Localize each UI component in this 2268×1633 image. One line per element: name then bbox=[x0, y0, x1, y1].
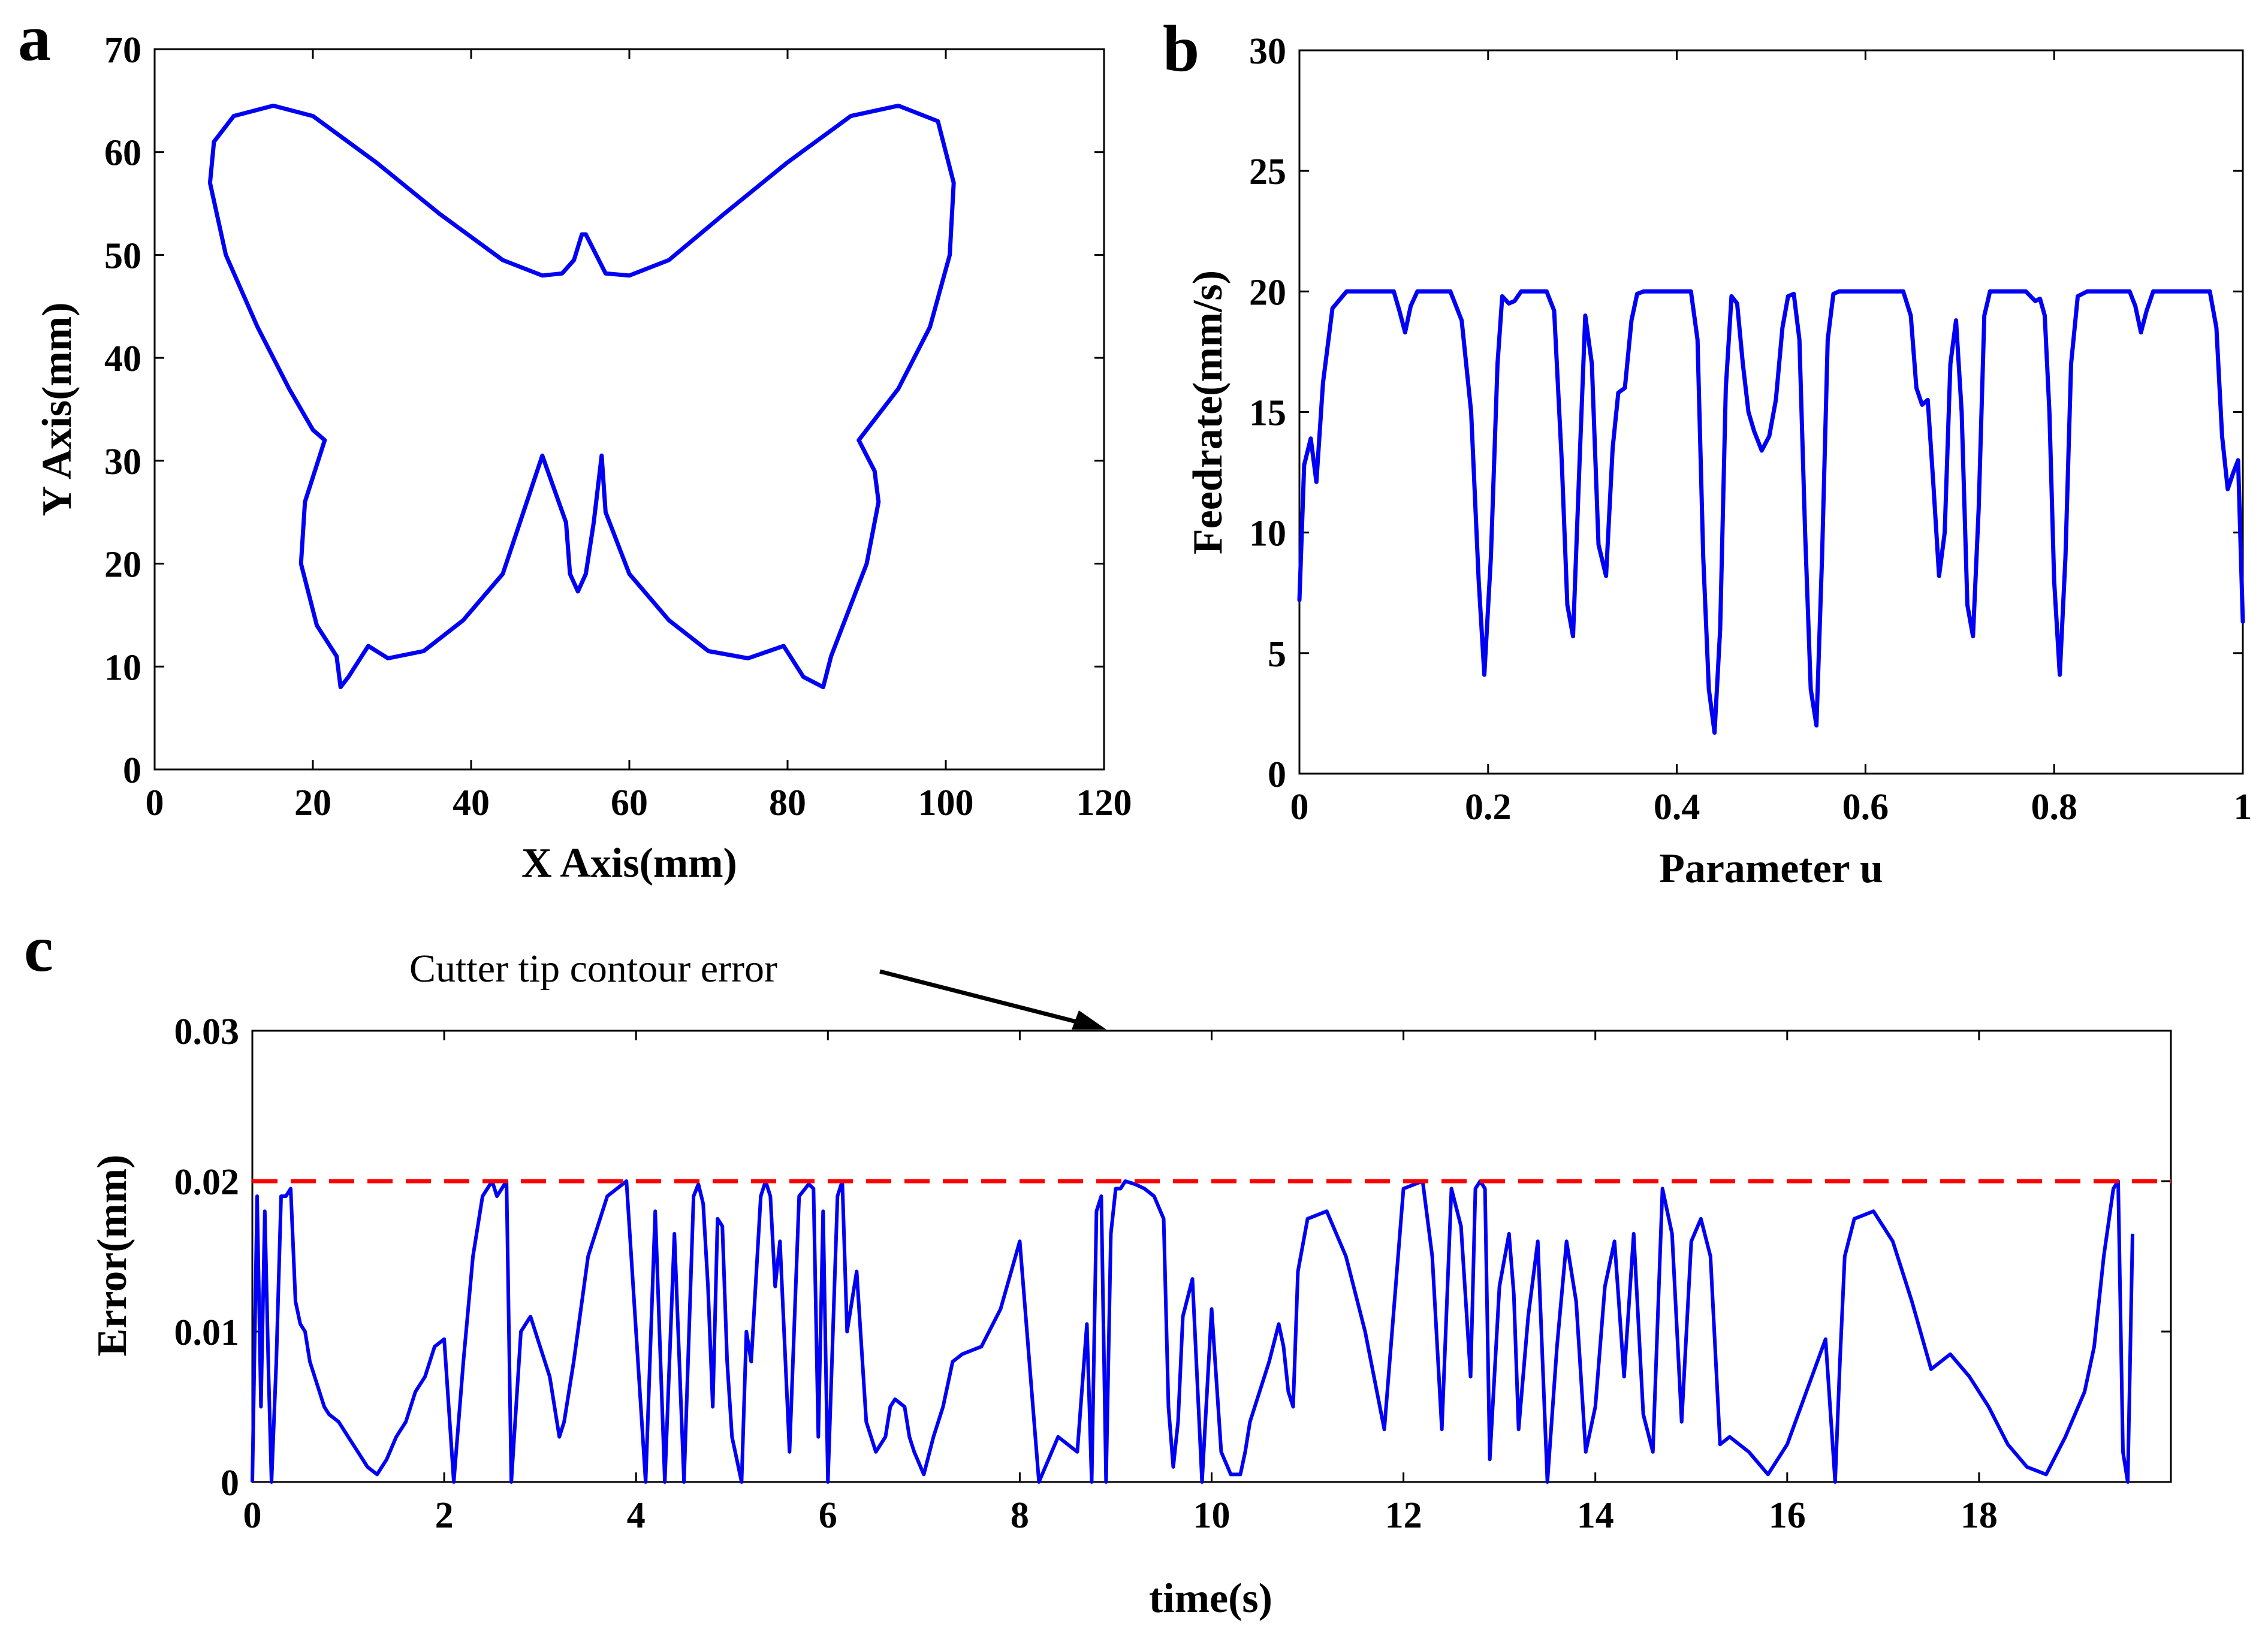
panel-a-ticks bbox=[153, 48, 1105, 771]
panel-a-y-axis-title: Y Axis(mm) bbox=[34, 302, 80, 516]
panel-b-x-axis-title: Parameter u bbox=[1659, 846, 1883, 892]
c-y-tick-label: 0.03 bbox=[174, 1012, 240, 1052]
c-x-tick-label: 6 bbox=[819, 1495, 837, 1536]
a-y-tick-label: 30 bbox=[104, 442, 141, 482]
c-y-tick-label: 0 bbox=[221, 1463, 239, 1504]
b-y-tick-label: 5 bbox=[1268, 634, 1286, 675]
a-x-tick-label: 80 bbox=[769, 783, 806, 823]
a-x-tick-label: 0 bbox=[146, 783, 164, 823]
panel-a-toolpath-line bbox=[207, 103, 956, 690]
panel-c-x-axis-title: time(s) bbox=[1149, 1575, 1272, 1622]
panel-a-x-axis-title: X Axis(mm) bbox=[521, 840, 737, 886]
c-y-tick-label: 0.02 bbox=[174, 1162, 240, 1203]
b-x-tick-label: 0.6 bbox=[1842, 787, 1889, 828]
b-x-tick-label: 1 bbox=[2234, 787, 2252, 828]
a-x-tick-label: 120 bbox=[1076, 783, 1132, 823]
panel-b-feedrate-line bbox=[1297, 289, 2245, 735]
a-x-tick-label: 100 bbox=[918, 783, 974, 823]
b-x-tick-label: 0.8 bbox=[2031, 787, 2077, 828]
panel-c-y-axis-title: Error(mm) bbox=[89, 1155, 135, 1357]
panel-c-chart: 0 2 4 6 8 10 12 14 16 18 0 0.01 0.02 0.03 Cutter tip … bbox=[89, 947, 2172, 1622]
c-x-tick-label: 18 bbox=[1961, 1495, 1998, 1536]
b-y-tick-label: 20 bbox=[1249, 272, 1286, 313]
a-y-tick-label: 60 bbox=[104, 133, 141, 174]
panel-a-chart: 0 20 40 60 80 100 120 0 10 20 30 40 50 60 70 X Axis(mm… bbox=[34, 30, 1132, 886]
b-x-tick-label: 0.2 bbox=[1465, 787, 1512, 828]
panel-letter-a: a bbox=[18, 1, 51, 74]
c-x-tick-label: 8 bbox=[1011, 1495, 1029, 1536]
a-y-tick-label: 50 bbox=[104, 236, 141, 276]
b-y-tick-label: 30 bbox=[1249, 31, 1286, 72]
panel-c-tick-labels: 0 2 4 6 8 10 12 14 16 18 0 0.01 0.02 0.03 bbox=[174, 1012, 1998, 1536]
panel-letter-c: c bbox=[24, 912, 53, 985]
a-y-tick-label: 20 bbox=[104, 545, 141, 585]
panel-letter-b: b bbox=[1163, 12, 1199, 85]
b-y-tick-label: 0 bbox=[1268, 754, 1286, 795]
b-y-tick-label: 25 bbox=[1249, 152, 1286, 192]
a-x-tick-label: 20 bbox=[294, 783, 331, 823]
b-y-tick-label: 10 bbox=[1249, 514, 1286, 554]
b-x-tick-label: 0.4 bbox=[1654, 787, 1700, 828]
panel-b-y-axis-title: Feedrate(mm/s) bbox=[1185, 270, 1231, 554]
c-x-tick-label: 12 bbox=[1385, 1495, 1422, 1536]
a-y-tick-label: 40 bbox=[104, 339, 141, 379]
c-x-tick-label: 16 bbox=[1769, 1495, 1806, 1536]
c-x-tick-label: 4 bbox=[627, 1495, 646, 1536]
b-x-tick-label: 0 bbox=[1290, 787, 1309, 828]
a-y-tick-label: 10 bbox=[104, 647, 141, 688]
c-y-tick-label: 0.01 bbox=[174, 1312, 240, 1353]
c-x-tick-label: 2 bbox=[435, 1495, 454, 1536]
panel-a-tick-labels: 0 20 40 60 80 100 120 0 10 20 30 40 50 60 70 bbox=[104, 30, 1132, 823]
annotation-arrow-shaft bbox=[879, 969, 1079, 1025]
c-x-tick-label: 14 bbox=[1577, 1495, 1614, 1536]
a-y-tick-label: 0 bbox=[123, 750, 141, 791]
a-x-tick-label: 60 bbox=[611, 783, 648, 823]
c-x-tick-label: 10 bbox=[1193, 1495, 1230, 1536]
c-x-tick-label: 0 bbox=[243, 1495, 262, 1536]
panel-b-ticks bbox=[1298, 49, 2244, 775]
panel-c-annotation-text: Cutter tip contour error bbox=[409, 947, 777, 991]
a-x-tick-label: 40 bbox=[453, 783, 490, 823]
panel-c-annotation-arrow bbox=[879, 969, 1106, 1030]
annotation-arrow-head bbox=[1072, 1010, 1106, 1030]
b-y-tick-label: 15 bbox=[1249, 393, 1286, 434]
a-y-tick-label: 70 bbox=[104, 30, 141, 71]
